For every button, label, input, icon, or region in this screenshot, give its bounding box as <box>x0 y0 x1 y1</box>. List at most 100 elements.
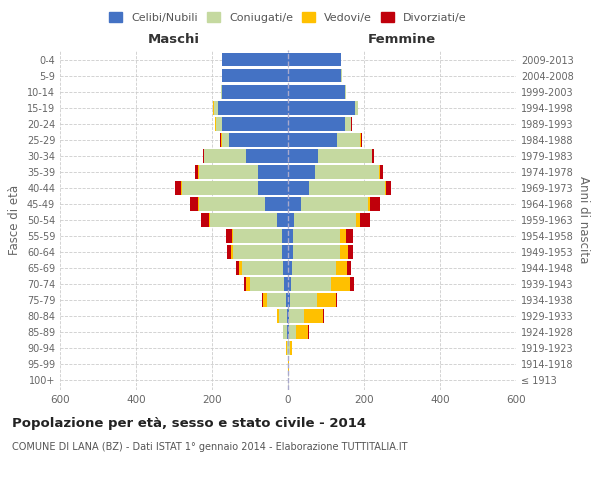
Bar <box>257 165 288 178</box>
Bar <box>288 342 290 355</box>
Bar <box>335 294 337 307</box>
Bar <box>291 278 331 291</box>
Bar <box>323 310 324 323</box>
Bar <box>232 229 233 243</box>
Bar <box>236 262 239 275</box>
Text: Femmine: Femmine <box>368 33 436 46</box>
Bar <box>293 246 340 259</box>
Bar <box>283 246 288 259</box>
Bar <box>288 149 319 162</box>
Bar <box>233 229 283 243</box>
Bar <box>290 294 317 307</box>
Bar <box>257 181 288 194</box>
Bar <box>288 181 309 194</box>
Bar <box>221 117 288 130</box>
Bar <box>267 294 286 307</box>
Bar <box>221 53 288 66</box>
Bar <box>209 213 210 227</box>
Bar <box>347 246 353 259</box>
Bar <box>335 262 347 275</box>
Bar <box>288 117 345 130</box>
Bar <box>288 262 292 275</box>
Bar <box>288 246 293 259</box>
Bar <box>227 246 231 259</box>
Bar <box>277 213 288 227</box>
Bar <box>288 213 294 227</box>
Bar <box>314 165 379 178</box>
Bar <box>356 213 360 227</box>
Bar <box>340 229 346 243</box>
Bar <box>371 149 373 162</box>
Bar <box>283 262 288 275</box>
Bar <box>350 278 354 291</box>
Bar <box>221 69 288 82</box>
Bar <box>317 294 335 307</box>
Bar <box>361 133 362 146</box>
Bar <box>287 342 288 355</box>
Bar <box>283 326 287 339</box>
Bar <box>262 294 263 307</box>
Bar <box>379 165 380 178</box>
Bar <box>239 262 242 275</box>
Bar <box>319 149 371 162</box>
Bar <box>214 101 218 114</box>
Bar <box>341 69 342 82</box>
Bar <box>242 262 283 275</box>
Bar <box>294 213 356 227</box>
Bar <box>231 246 233 259</box>
Bar <box>293 229 340 243</box>
Bar <box>190 197 198 211</box>
Bar <box>218 101 288 114</box>
Legend: Celibi/Nubili, Coniugati/e, Vedovi/e, Divorziati/e: Celibi/Nubili, Coniugati/e, Vedovi/e, Di… <box>105 8 471 28</box>
Bar <box>205 149 246 162</box>
Bar <box>288 310 289 323</box>
Bar <box>380 165 383 178</box>
Text: COMUNE DI LANA (BZ) - Dati ISTAT 1° gennaio 2014 - Elaborazione TUTTITALIA.IT: COMUNE DI LANA (BZ) - Dati ISTAT 1° genn… <box>12 442 407 452</box>
Bar <box>288 133 337 146</box>
Bar <box>283 229 288 243</box>
Y-axis label: Fasce di età: Fasce di età <box>8 185 21 255</box>
Bar <box>246 278 250 291</box>
Bar <box>199 197 265 211</box>
Bar <box>182 181 257 194</box>
Bar <box>220 133 221 146</box>
Bar <box>347 262 352 275</box>
Bar <box>289 310 304 323</box>
Bar <box>286 294 288 307</box>
Bar <box>233 246 283 259</box>
Bar <box>386 181 391 194</box>
Bar <box>221 133 229 146</box>
Bar <box>289 326 296 339</box>
Bar <box>279 310 287 323</box>
Bar <box>296 326 308 339</box>
Bar <box>340 246 347 259</box>
Bar <box>288 69 341 82</box>
Bar <box>229 133 288 146</box>
Bar <box>215 117 216 130</box>
Bar <box>331 278 350 291</box>
Bar <box>360 213 370 227</box>
Bar <box>284 278 288 291</box>
Bar <box>288 101 355 114</box>
Bar <box>288 165 314 178</box>
Bar <box>301 197 368 211</box>
Bar <box>246 149 288 162</box>
Bar <box>370 197 380 211</box>
Bar <box>216 117 221 130</box>
Text: Maschi: Maschi <box>148 33 200 46</box>
Bar <box>203 149 204 162</box>
Bar <box>346 229 353 243</box>
Bar <box>210 213 277 227</box>
Bar <box>195 165 199 178</box>
Bar <box>175 181 181 194</box>
Bar <box>288 294 290 307</box>
Bar <box>263 294 267 307</box>
Bar <box>360 133 361 146</box>
Bar <box>288 197 301 211</box>
Bar <box>350 117 352 130</box>
Bar <box>368 197 370 211</box>
Bar <box>304 310 323 323</box>
Bar <box>290 342 292 355</box>
Bar <box>213 101 214 114</box>
Bar <box>385 181 386 194</box>
